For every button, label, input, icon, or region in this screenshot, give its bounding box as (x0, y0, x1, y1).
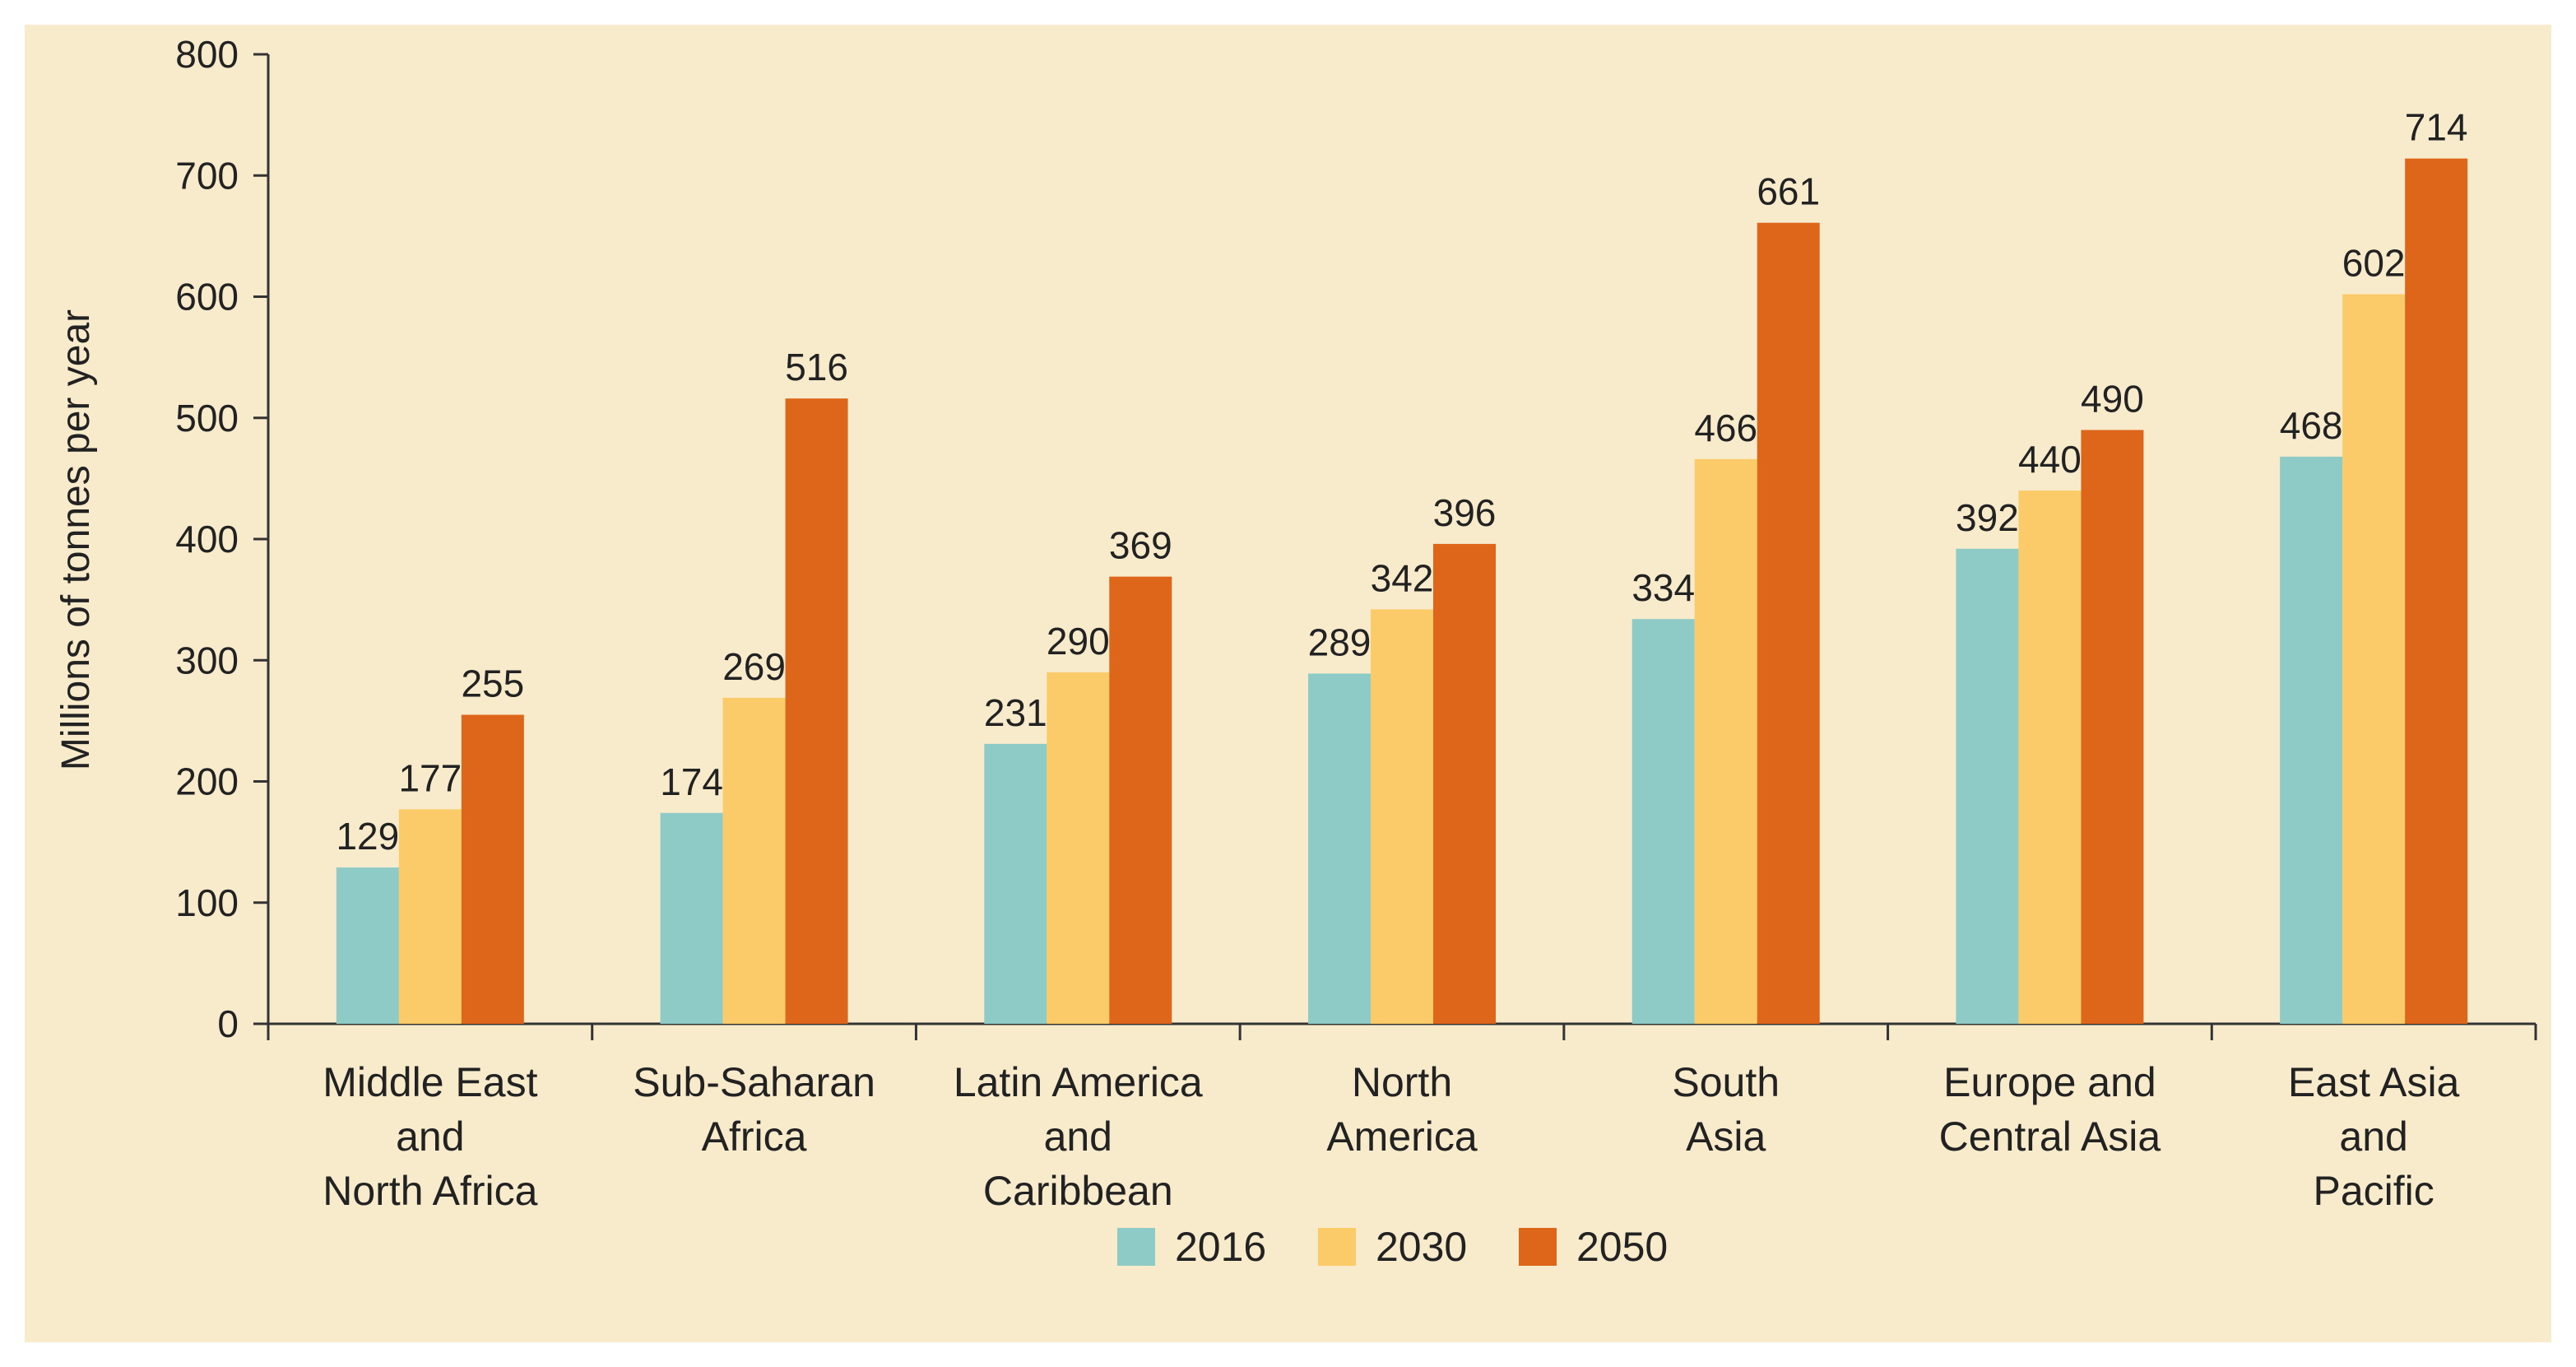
data-label-2050: 661 (1757, 170, 1820, 213)
category-label-line: Central Asia (1939, 1114, 2161, 1160)
bar-2050 (2405, 158, 2468, 1024)
category-label-line: North (1352, 1059, 1452, 1105)
category-label-line: and (396, 1114, 464, 1160)
category-label-line: Caribbean (983, 1168, 1173, 1214)
category-label: North America (1326, 1059, 1478, 1160)
category-label-line: North Africa (323, 1168, 537, 1214)
category-label: Latin America and Caribbean (954, 1059, 1203, 1214)
data-label-2050: 516 (785, 346, 848, 388)
y-tick-label: 0 (217, 1002, 239, 1045)
y-axis-title: Millions of tonnes per year (54, 309, 98, 770)
legend-label-2016: 2016 (1175, 1224, 1266, 1270)
bar-2030 (2342, 294, 2406, 1024)
legend-label-2050: 2050 (1576, 1224, 1668, 1270)
category-label-line: Middle East (323, 1059, 537, 1105)
bar-2030 (1694, 458, 1757, 1024)
bar-2016 (984, 743, 1047, 1024)
bar-2016 (660, 812, 723, 1024)
y-tick-label: 800 (175, 33, 239, 76)
category-label-line: America (1326, 1114, 1478, 1160)
data-label-2016: 231 (984, 691, 1047, 734)
bar-2016 (2280, 456, 2343, 1024)
category-label-line: East Asia (2288, 1059, 2460, 1105)
data-label-2030: 269 (722, 645, 786, 688)
bar-2030 (398, 809, 462, 1024)
y-tick-label: 600 (175, 276, 239, 319)
bar-2016 (1956, 548, 2019, 1024)
data-label-2030: 177 (398, 756, 462, 799)
data-label-2016: 392 (1956, 496, 2019, 539)
y-tick-label: 700 (175, 154, 239, 197)
bar-2030 (1047, 672, 1110, 1024)
bar-2050 (2081, 430, 2144, 1024)
bar-2016 (336, 867, 399, 1024)
y-axis: 0 100 200 300 400 500 600 700 800 (175, 33, 270, 1045)
bar-2050 (1757, 222, 1820, 1024)
category-label-line: Latin America (954, 1059, 1203, 1105)
legend: 2016 2030 2050 (1117, 1224, 1668, 1270)
category-label-line: Pacific (2314, 1168, 2434, 1214)
bar-2030 (2018, 491, 2082, 1024)
data-label-2030: 342 (1371, 556, 1434, 599)
category-label-line: Africa (702, 1114, 807, 1160)
data-label-2016: 174 (660, 760, 723, 803)
category-label-line: Asia (1686, 1114, 1766, 1160)
y-tick-label: 300 (175, 639, 239, 681)
category-label: Sub-Saharan Africa (633, 1059, 875, 1160)
data-label-2030: 466 (1694, 407, 1757, 449)
legend-swatch-2050 (1519, 1228, 1557, 1266)
category-label-line: and (1044, 1114, 1112, 1160)
category-label-line: Sub-Saharan (633, 1059, 875, 1105)
category-label-line: and (2339, 1114, 2407, 1160)
category-label-line: Europe and (1943, 1059, 2156, 1105)
legend-label-2030: 2030 (1376, 1224, 1467, 1270)
bar-2016 (1308, 673, 1371, 1024)
bar-2050 (785, 398, 848, 1024)
x-axis: Middle East and North Africa Sub-Saharan Afr… (267, 1022, 2537, 1214)
data-label-2030: 602 (2342, 242, 2406, 285)
data-label-2030: 290 (1047, 620, 1110, 663)
y-tick-label: 400 (175, 518, 239, 560)
y-tick-label: 200 (175, 760, 239, 803)
bars (336, 158, 2468, 1024)
bar-2030 (1371, 609, 1433, 1024)
category-label: Europe and Central Asia (1939, 1059, 2161, 1160)
y-tick-label: 500 (175, 397, 239, 439)
data-label-2016: 468 (2280, 404, 2343, 447)
data-label-2050: 255 (461, 663, 524, 705)
category-label: East Asia and Pacific (2288, 1059, 2460, 1214)
category-label-line: South (1672, 1059, 1780, 1105)
data-label-2030: 440 (2018, 438, 2082, 481)
category-label: Middle East and North Africa (323, 1059, 537, 1214)
data-label-2050: 490 (2081, 377, 2144, 420)
category-label: South Asia (1672, 1059, 1780, 1160)
legend-swatch-2030 (1318, 1228, 1356, 1266)
data-label-2050: 369 (1109, 524, 1172, 567)
data-label-2016: 129 (336, 815, 399, 858)
bar-2050 (1433, 543, 1496, 1024)
data-label-2016: 289 (1308, 621, 1372, 663)
data-label-2050: 396 (1433, 491, 1497, 534)
bar-2050 (1109, 576, 1172, 1024)
data-label-2016: 334 (1631, 566, 1695, 609)
y-tick-label: 100 (175, 881, 239, 924)
bar-2030 (722, 697, 786, 1024)
bar-2050 (461, 714, 524, 1024)
data-label-2050: 714 (2405, 106, 2468, 149)
legend-swatch-2016 (1117, 1228, 1155, 1266)
bar-2016 (1631, 619, 1695, 1024)
